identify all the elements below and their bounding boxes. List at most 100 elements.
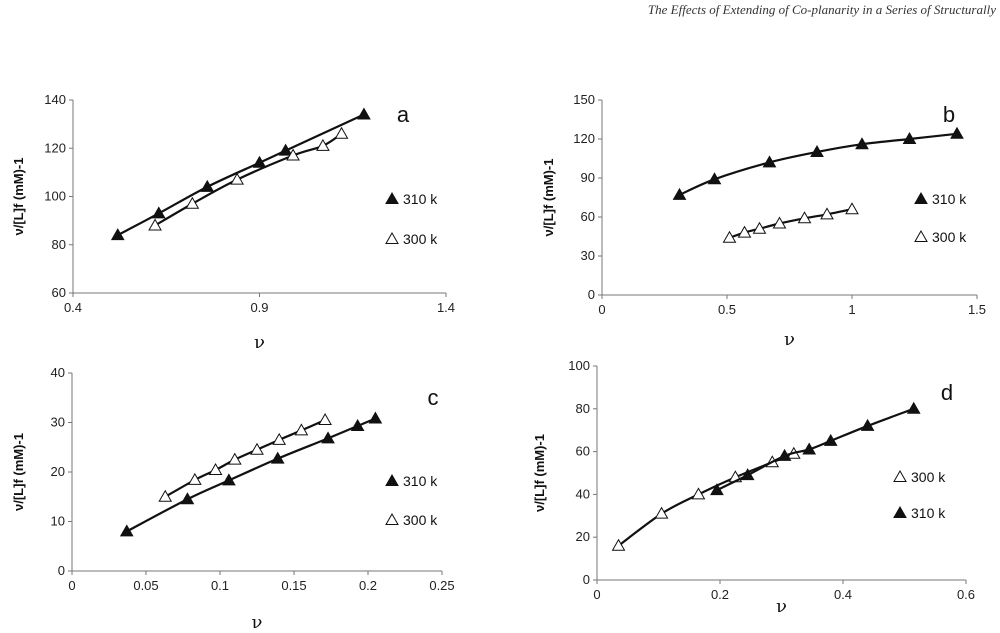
chart-panel-b: 0 30 60 90 120 150 0 0.5 1 1.5 ν ν/[L]f (mM)-1 b 310 … [541,92,986,350]
data-point [350,418,365,431]
legend-marker [385,473,399,486]
data-point [860,418,875,431]
data-point [321,431,335,444]
data-point [222,473,236,486]
data-point [820,207,834,220]
data-point [368,411,383,424]
data-point [180,492,195,505]
data-point [672,187,687,200]
series-300-k [722,202,859,243]
data-point [278,143,293,156]
legend-marker [893,505,907,518]
y-tick-label: 0 [583,572,590,587]
series-fit-line [154,132,343,227]
legend-marker [914,191,928,204]
data-point [845,202,859,215]
y-tick-label: 0 [588,287,595,302]
legend-entry: 310 k [932,191,967,207]
panel-label: b [943,102,955,127]
data-point [286,148,300,161]
chart-panel-c: 0 10 20 30 40 0 0.05 0.1 0.15 0.2 0.25 ν ν/[L]f (mM)… [11,365,455,633]
data-point [148,218,162,231]
legend-marker [914,229,928,242]
data-point [230,172,244,185]
legend-marker [893,469,907,482]
x-tick-label: 0.5 [718,302,736,317]
data-point [855,137,869,150]
x-tick-label: 1.5 [968,302,986,317]
y-tick-label: 60 [581,209,595,224]
x-tick-label: 0.05 [133,578,158,593]
data-point [151,206,166,219]
y-tick-label: 100 [568,358,590,373]
data-point [270,451,285,464]
data-point [823,433,838,446]
y-tick-label: 20 [51,464,65,479]
data-point [707,172,722,185]
data-point [654,506,669,519]
x-tick-label: 0.6 [957,587,975,602]
data-point [252,155,267,168]
data-point [777,448,792,461]
data-point [119,524,134,537]
data-point [200,179,215,192]
legend-entry: 310 k [911,505,946,521]
y-tick-label: 80 [576,401,590,416]
y-tick-label: 60 [52,285,66,300]
y-tick-label: 30 [581,248,595,263]
data-point [740,468,755,481]
x-tick-label: 0.15 [281,578,306,593]
y-axis-label: ν/[L]f (mM)-1 [532,434,547,512]
data-point [158,489,173,502]
y-tick-label: 80 [52,237,66,252]
series-310-k [672,126,964,200]
x-tick-label: 0 [598,302,605,317]
y-tick-label: 150 [573,92,595,107]
data-point [208,463,223,476]
series-310-k [710,401,921,496]
data-point [272,432,287,445]
y-tick-label: 100 [44,189,66,204]
data-point [691,487,706,500]
series-310-k [110,107,371,241]
data-point [316,138,330,151]
x-axis-label: ν [784,329,795,350]
x-tick-label: 0.4 [64,300,82,315]
legend-entry: 310 k [403,191,438,207]
series-fit-line [126,417,376,533]
data-point [902,131,917,144]
legend-entry: 300 k [932,229,967,245]
data-point [810,144,824,157]
y-tick-label: 120 [44,140,66,155]
chart-panel-a: 60 80 100 120 140 0.4 0.9 1.4 ν ν/[L]f (mM)-1 a 310… [11,92,455,353]
data-point [227,452,242,465]
panel-label: a [397,102,410,127]
y-axis-label: ν/[L]f (mM)-1 [11,158,26,236]
data-point [185,196,200,209]
data-point [334,126,349,139]
y-tick-label: 20 [576,529,590,544]
y-tick-label: 40 [576,486,590,501]
data-point [762,155,777,168]
data-point [906,401,921,414]
x-tick-label: 0.4 [834,587,852,602]
y-tick-label: 40 [51,365,65,380]
legend-entry: 300 k [911,469,946,485]
data-point [110,228,125,241]
legend-marker [385,231,399,244]
chart-panel-d: 0 20 40 60 80 100 0 0.2 0.4 0.6 ν ν/[L]f (mM)-1 d 300… [532,358,975,617]
data-point [950,126,964,139]
data-point [737,225,752,238]
y-tick-label: 0 [58,563,65,578]
data-point [802,442,817,455]
y-axis-label: ν/[L]f (mM)-1 [541,159,556,237]
y-tick-label: 10 [51,514,65,529]
x-tick-label: 0 [68,578,75,593]
legend-entry: 310 k [403,473,438,489]
y-tick-label: 90 [581,170,595,185]
x-tick-label: 0.1 [211,578,229,593]
data-point [752,221,767,234]
series-310-k [119,411,383,537]
data-point [797,211,812,224]
data-point [318,413,332,426]
